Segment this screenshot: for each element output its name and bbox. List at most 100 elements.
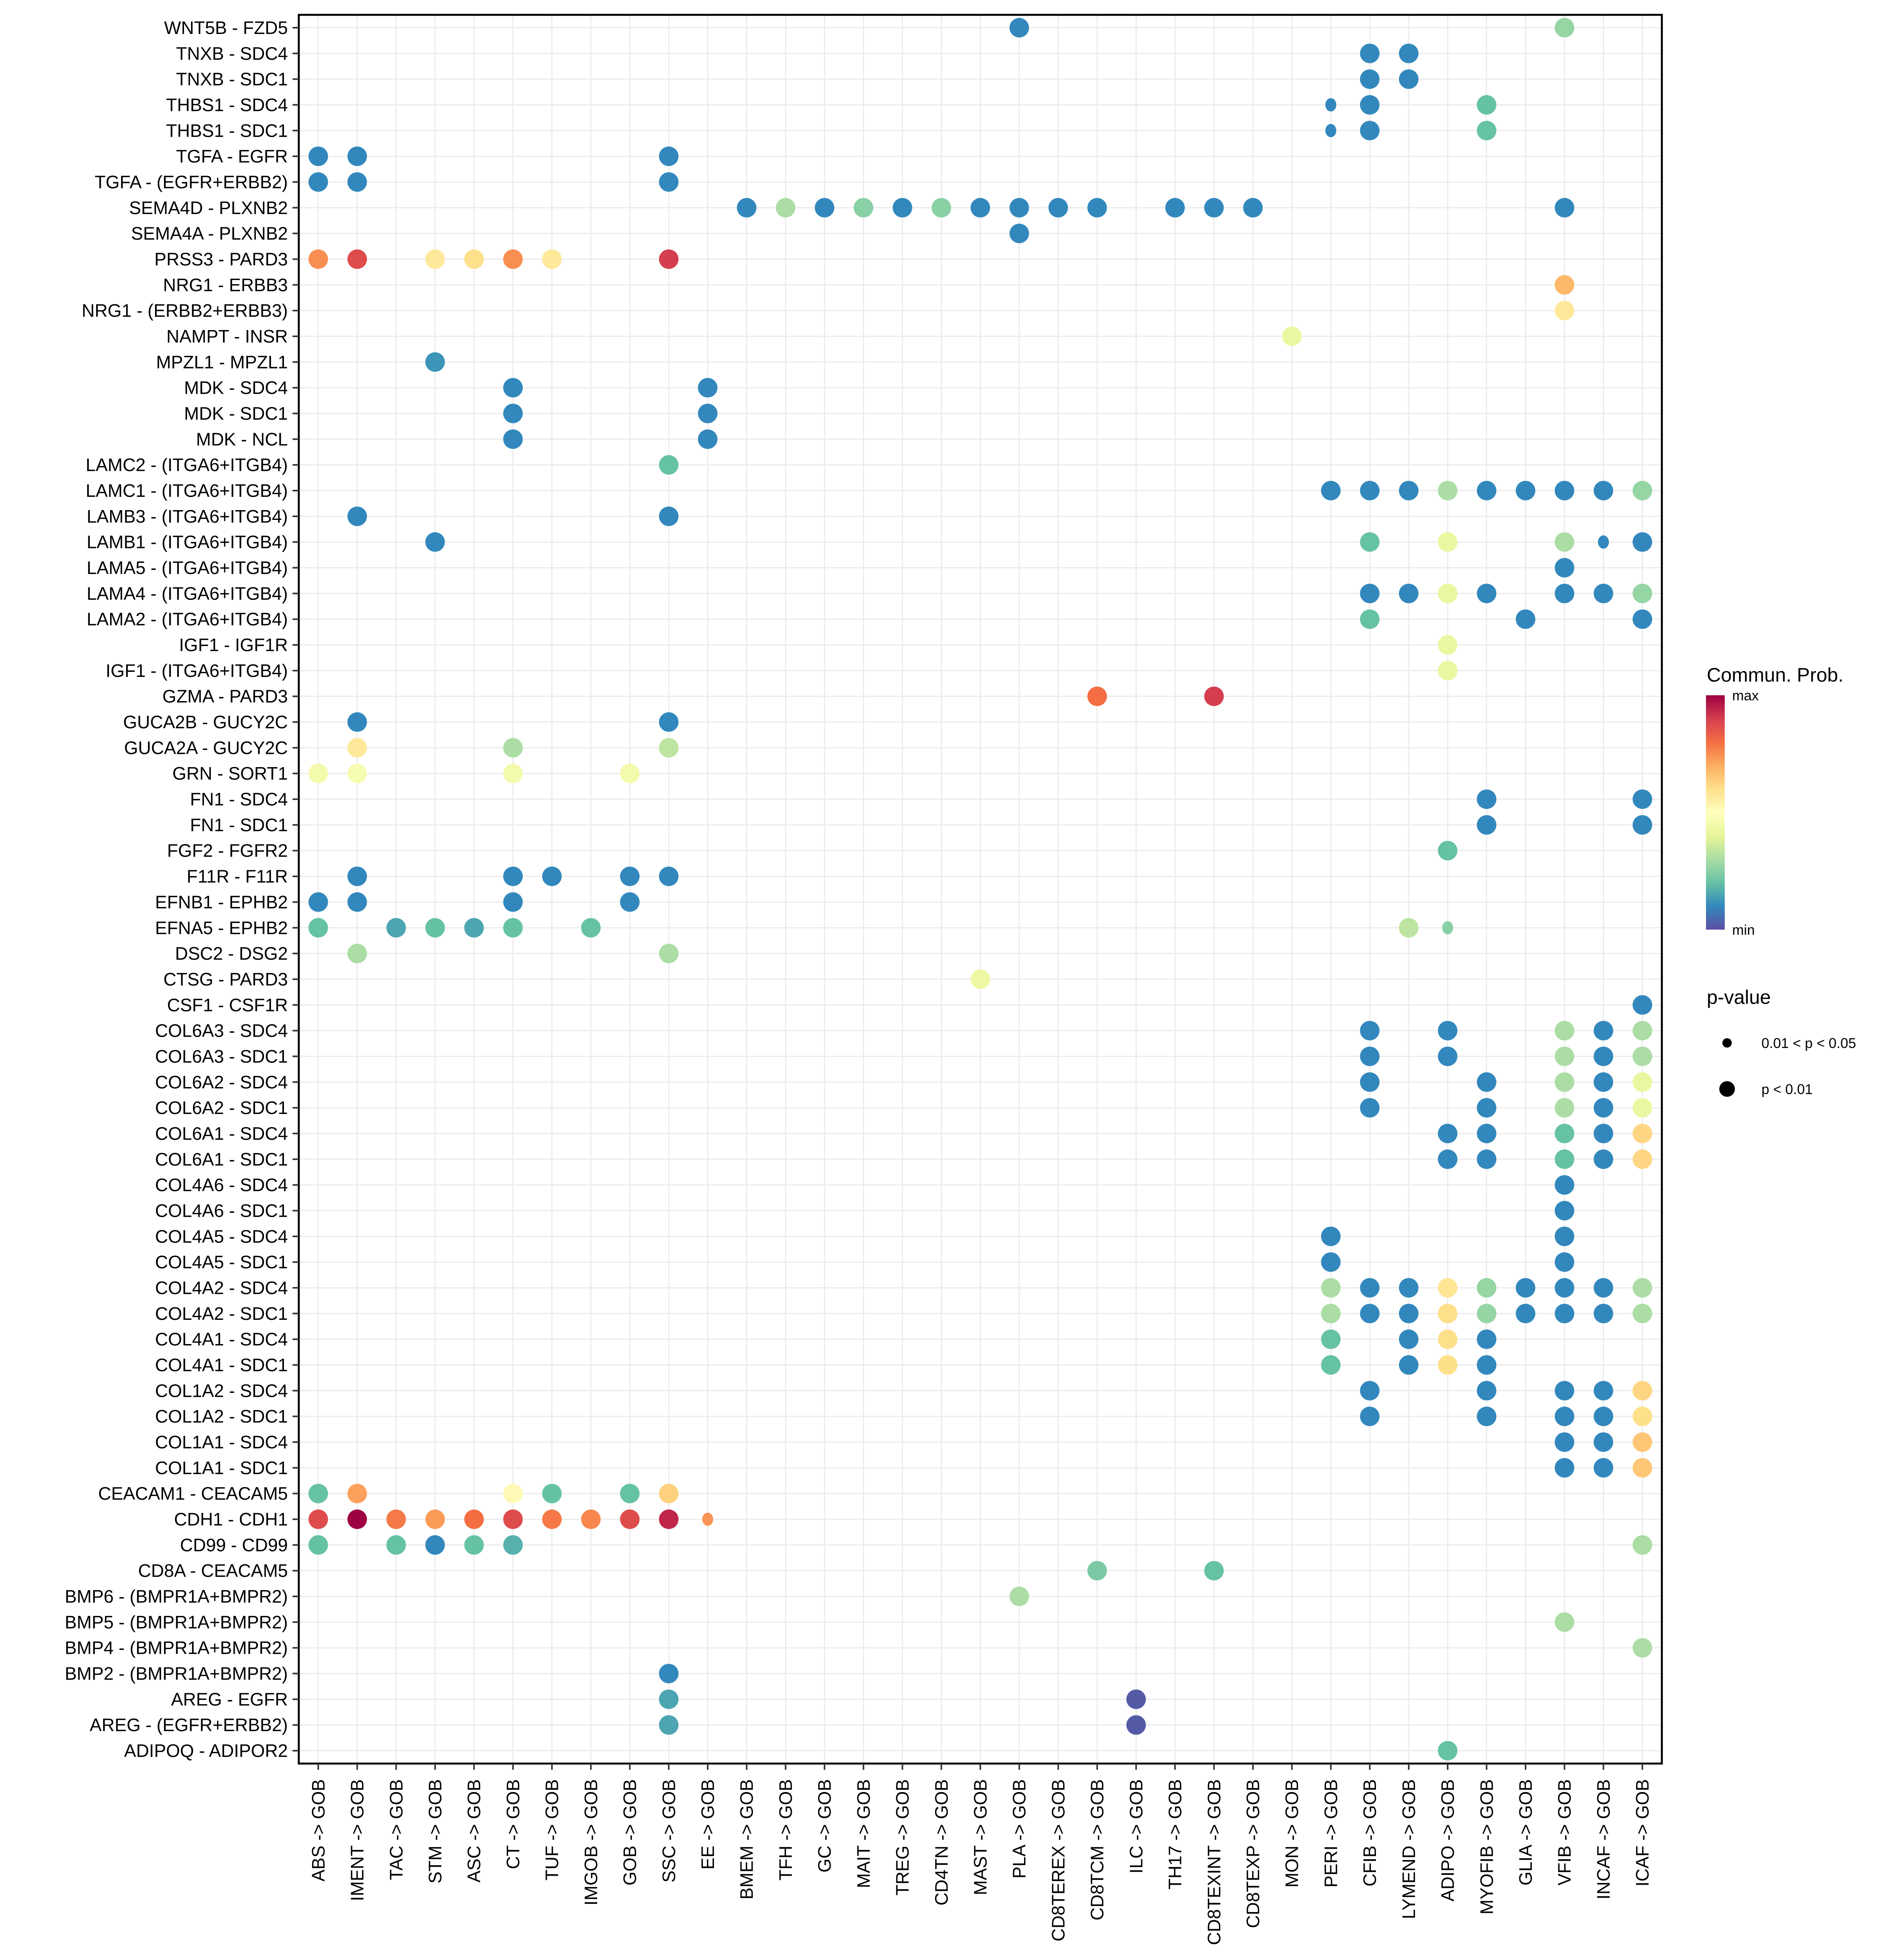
data-point xyxy=(1360,95,1380,115)
data-point xyxy=(892,198,912,218)
x-tick-label: ASC -> GOB xyxy=(464,1779,484,1883)
y-tick-label: COL6A3 - SDC1 xyxy=(155,1046,288,1066)
x-tick-label: MAIT -> GOB xyxy=(853,1779,874,1888)
data-point xyxy=(1633,1638,1652,1658)
data-point xyxy=(1360,1021,1380,1041)
y-tick-label: COL4A1 - SDC4 xyxy=(155,1329,288,1350)
y-tick-label: LAMC1 - (ITGA6+ITGB4) xyxy=(86,480,288,501)
data-point xyxy=(1594,1149,1613,1169)
data-point xyxy=(1633,1098,1652,1118)
data-point xyxy=(1594,1303,1613,1323)
data-point xyxy=(1442,921,1453,935)
y-tick-label: FN1 - SDC1 xyxy=(190,815,288,835)
data-point xyxy=(659,866,679,886)
data-point xyxy=(1399,1303,1419,1323)
data-point xyxy=(542,866,562,886)
data-point xyxy=(659,146,679,166)
y-tick-label: PRSS3 - PARD3 xyxy=(154,249,288,269)
y-tick-label: LAMB3 - (ITGA6+ITGB4) xyxy=(87,506,288,527)
data-point xyxy=(503,738,523,758)
data-point xyxy=(1554,301,1574,321)
data-point xyxy=(698,403,717,423)
data-point xyxy=(1633,1278,1652,1298)
data-point xyxy=(1321,1278,1341,1298)
y-tick-label: CEACAM1 - CEACAM5 xyxy=(98,1483,288,1504)
x-tick-label: TREG -> GOB xyxy=(892,1779,913,1896)
data-point xyxy=(308,764,328,784)
data-point xyxy=(659,1664,679,1683)
data-point xyxy=(1087,1561,1107,1581)
data-point xyxy=(1360,1278,1380,1298)
x-tick-label: BMEM -> GOB xyxy=(737,1779,757,1899)
data-point xyxy=(347,712,367,732)
color-legend-title: Commun. Prob. xyxy=(1707,664,1843,686)
data-point xyxy=(1594,481,1613,501)
data-point xyxy=(659,172,679,192)
data-point xyxy=(347,944,367,964)
x-tick-label: CFIB -> GOB xyxy=(1360,1779,1380,1887)
data-point xyxy=(1438,1046,1458,1066)
data-point xyxy=(347,866,367,886)
data-point xyxy=(503,1535,523,1555)
data-point xyxy=(1554,1226,1574,1246)
x-tick-label: ADIPO -> GOB xyxy=(1438,1779,1458,1901)
data-point xyxy=(1321,1303,1341,1323)
data-point xyxy=(1554,1252,1574,1272)
data-point xyxy=(659,712,679,732)
data-point xyxy=(1438,1303,1458,1323)
data-point xyxy=(308,1509,328,1529)
data-point xyxy=(1633,1123,1652,1143)
data-point xyxy=(1477,1329,1497,1349)
data-point xyxy=(931,198,951,218)
data-point xyxy=(1554,481,1574,501)
x-tick-label: ABS -> GOB xyxy=(308,1779,328,1882)
x-tick-label: ICAF -> GOB xyxy=(1632,1779,1652,1887)
data-point xyxy=(659,1715,679,1735)
data-point xyxy=(1633,1072,1652,1092)
y-tick-label: TNXB - SDC1 xyxy=(176,69,288,89)
data-point xyxy=(1399,481,1419,501)
data-point xyxy=(659,455,679,475)
y-tick-label: COL6A3 - SDC4 xyxy=(155,1021,288,1041)
data-point xyxy=(1554,1175,1574,1195)
y-tick-label: COL4A6 - SDC4 xyxy=(155,1175,288,1195)
y-tick-label: NRG1 - (ERBB2+ERBB3) xyxy=(82,300,288,321)
y-tick-label: DSC2 - DSG2 xyxy=(175,943,288,964)
x-tick-label: ILC -> GOB xyxy=(1126,1779,1146,1874)
data-point xyxy=(1126,1689,1146,1709)
y-tick-label: SEMA4A - PLXNB2 xyxy=(131,223,288,244)
data-point xyxy=(971,969,990,989)
y-axis: WNT5B - FZD5 TNXB - SDC4 TNXB - SDC1 THBS1 … xyxy=(65,18,299,1761)
data-point xyxy=(1360,1407,1380,1426)
data-point xyxy=(620,764,640,784)
data-point xyxy=(1399,43,1419,63)
x-tick-label: IMGOB -> GOB xyxy=(581,1779,601,1905)
data-point xyxy=(659,1689,679,1709)
data-point xyxy=(1594,1458,1613,1478)
data-point xyxy=(347,506,367,526)
data-point xyxy=(1554,1432,1574,1452)
data-point xyxy=(1594,1046,1613,1066)
y-tick-label: COL6A1 - SDC4 xyxy=(155,1123,288,1144)
data-point xyxy=(425,352,445,372)
data-point xyxy=(1360,481,1380,501)
x-tick-label: PERI -> GOB xyxy=(1320,1779,1341,1887)
data-point xyxy=(1594,1381,1613,1401)
data-point xyxy=(1633,1046,1652,1066)
x-tick-label: EE -> GOB xyxy=(698,1779,718,1869)
y-tick-label: LAMA5 - (ITGA6+ITGB4) xyxy=(87,558,288,578)
data-point xyxy=(1438,661,1458,680)
y-tick-label: COL4A5 - SDC4 xyxy=(155,1226,288,1246)
x-tick-label: CD8TEXP -> GOB xyxy=(1243,1779,1263,1928)
y-tick-label: BMP2 - (BMPR1A+BMPR2) xyxy=(65,1664,288,1684)
data-point xyxy=(1399,1278,1419,1298)
data-point xyxy=(659,506,679,526)
data-point xyxy=(425,249,445,269)
data-point xyxy=(1594,1278,1613,1298)
data-point xyxy=(1360,1072,1380,1092)
legend: Commun. Prob. max min p-value 0.01 < p <… xyxy=(1706,664,1856,1097)
y-tick-label: COL1A1 - SDC1 xyxy=(155,1458,288,1478)
data-point xyxy=(853,198,873,218)
data-point xyxy=(1009,18,1029,37)
data-point xyxy=(1633,1458,1652,1478)
